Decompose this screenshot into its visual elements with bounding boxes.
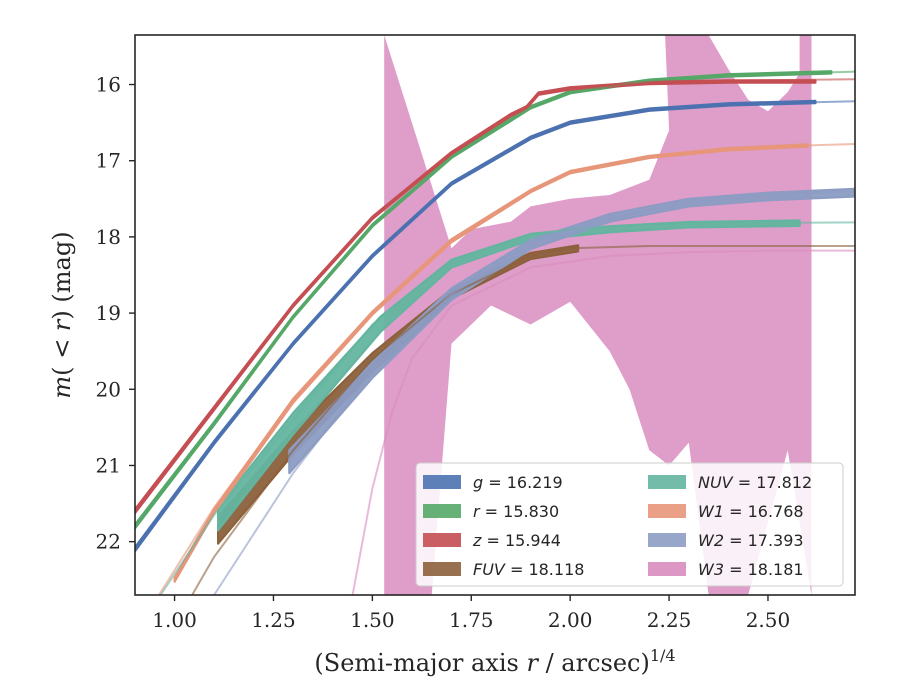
legend-label-w2: W2 = 17.393 — [698, 531, 804, 550]
fit-line-w3 — [351, 249, 855, 595]
fit-line-r — [135, 70, 855, 528]
y-axis-label: m( < r) (mag) — [48, 231, 76, 398]
x-tick-label: 1.75 — [449, 608, 494, 632]
band-w2 — [288, 187, 855, 475]
legend-swatch-r — [423, 504, 461, 518]
x-tick-label: 1.50 — [350, 608, 395, 632]
legend-swatch-g — [423, 475, 461, 489]
legend-box — [415, 462, 844, 587]
y-tick-label: 22 — [96, 530, 121, 554]
legend-swatch-z — [423, 533, 461, 547]
y-tick-label: 16 — [96, 73, 121, 97]
legend-label-w3: W3 = 18.181 — [698, 560, 804, 579]
plot-frame — [134, 34, 856, 596]
fit-line-w1 — [157, 143, 855, 595]
band-w3 — [384, 35, 812, 595]
fit-line-z — [135, 78, 855, 512]
y-tick-label: 17 — [96, 149, 121, 173]
band-nuv — [217, 219, 801, 532]
legend-swatch-w2 — [648, 533, 686, 547]
fit-line-fuv — [190, 245, 855, 595]
x-tick-label: 1.00 — [152, 608, 197, 632]
fit-line-nuv — [159, 221, 855, 595]
x-axis-label: (Semi-major axis r / arcsec)1/4 — [314, 646, 675, 677]
legend-label-z: z = 15.944 — [472, 531, 561, 550]
legend: g = 16.219 r = 15.830 z = 15.944 FUV = 18.1… — [415, 462, 844, 587]
x-tick-label: 2.50 — [746, 608, 791, 632]
y-tick-label: 21 — [96, 453, 121, 477]
y-tick-label: 20 — [96, 377, 121, 401]
series-lines — [135, 70, 855, 595]
x-tick-label: 2.00 — [548, 608, 593, 632]
x-axis-ticks: 1.00 1.25 1.50 1.75 2.00 2.25 2.50 — [152, 595, 790, 632]
legend-label-r: r = 15.830 — [473, 502, 559, 521]
y-tick-label: 19 — [96, 301, 121, 325]
y-axis-ticks: 16 17 18 19 20 21 22 — [96, 73, 135, 554]
x-tick-label: 1.25 — [251, 608, 296, 632]
legend-label-w1: W1 = 16.768 — [698, 502, 804, 521]
legend-swatch-w3 — [648, 562, 686, 576]
legend-label-g: g = 16.219 — [473, 473, 563, 492]
y-tick-label: 18 — [96, 225, 121, 249]
legend-swatch-nuv — [648, 475, 686, 489]
x-tick-label: 2.25 — [647, 608, 692, 632]
band-w1 — [173, 143, 809, 583]
legend-label-nuv: NUV = 17.812 — [698, 473, 812, 492]
legend-label-fuv: FUV = 18.118 — [473, 560, 584, 579]
fit-line-w2 — [213, 190, 855, 595]
legend-swatch-fuv — [423, 562, 461, 576]
legend-swatch-w1 — [648, 504, 686, 518]
fit-line-g — [135, 100, 855, 550]
